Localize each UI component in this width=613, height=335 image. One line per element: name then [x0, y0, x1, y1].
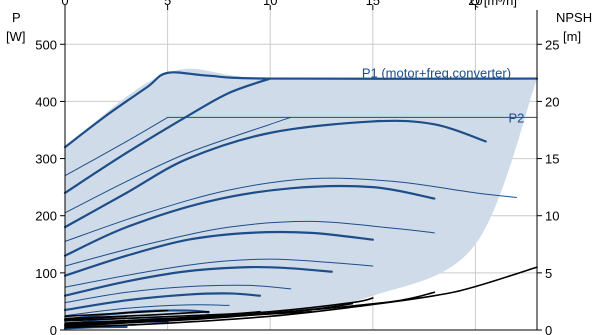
y-right-axis-title-line2: [m]	[563, 29, 581, 44]
p2-power-curve	[64, 304, 230, 317]
y-right-tick-label: 5	[545, 266, 552, 281]
npsh-curve	[64, 310, 210, 320]
p1-power-curve	[63, 265, 333, 297]
x-tick-label: 20	[468, 0, 482, 8]
y-left-tick-label: 0	[50, 323, 57, 335]
x-tick-label: 15	[366, 0, 380, 8]
p1-power-curve	[63, 77, 272, 194]
p2-power-curve	[64, 116, 292, 214]
y-left-tick-label: 300	[35, 152, 57, 167]
p1-power-curve	[63, 230, 374, 277]
npsh-curve	[64, 297, 374, 324]
y-right-axis-title-line1: NPSH	[556, 10, 592, 25]
npsh-curve	[64, 315, 128, 321]
p1-power-curve	[63, 292, 262, 312]
y-right-tick-label: 0	[545, 323, 552, 335]
npsh-curve	[64, 310, 261, 322]
npsh-curve	[64, 309, 169, 318]
x-axis-title: Q [m³/h]	[470, 0, 517, 8]
y-right-tick-label: 10	[545, 209, 559, 224]
p1-power-curve	[63, 119, 487, 229]
y-left-axis-title-line2: [W]	[6, 29, 26, 44]
p2-series-label: P2	[509, 111, 525, 126]
y-right-tick-label: 25	[545, 37, 559, 52]
y-right-tick-label: 15	[545, 152, 559, 167]
p2-power-curve	[64, 284, 292, 304]
npsh-curve	[64, 266, 538, 329]
x-tick-label: 5	[164, 0, 171, 8]
p2-power-curve	[64, 258, 374, 288]
y-left-tick-label: 200	[35, 209, 57, 224]
p1-power-curve	[63, 185, 436, 257]
y-left-tick-label: 400	[35, 94, 57, 109]
y-left-tick-label: 500	[35, 37, 57, 52]
x-tick-label: 10	[263, 0, 277, 8]
axes	[64, 10, 538, 331]
y-left-tick-label: 100	[35, 266, 57, 281]
p1-power-curve	[63, 71, 539, 149]
p2-power-curve	[64, 177, 517, 242]
p1-series-label: P1 (motor+freq.converter)	[362, 65, 511, 80]
p2-power-curve	[64, 220, 435, 267]
x-tick-label: 0	[61, 0, 68, 8]
p2-power-curve	[64, 116, 169, 177]
npsh-curve	[64, 310, 313, 326]
y-left-axis-title-line1: P	[12, 10, 21, 25]
tick-marks-and-labels: 0 100 200 300 400 500 0 5 10 15 20 25 0 5 10 15 20	[35, 0, 559, 335]
series-lines	[63, 71, 539, 330]
y-right-tick-label: 20	[545, 94, 559, 109]
operating-envelope-area	[65, 68, 537, 330]
